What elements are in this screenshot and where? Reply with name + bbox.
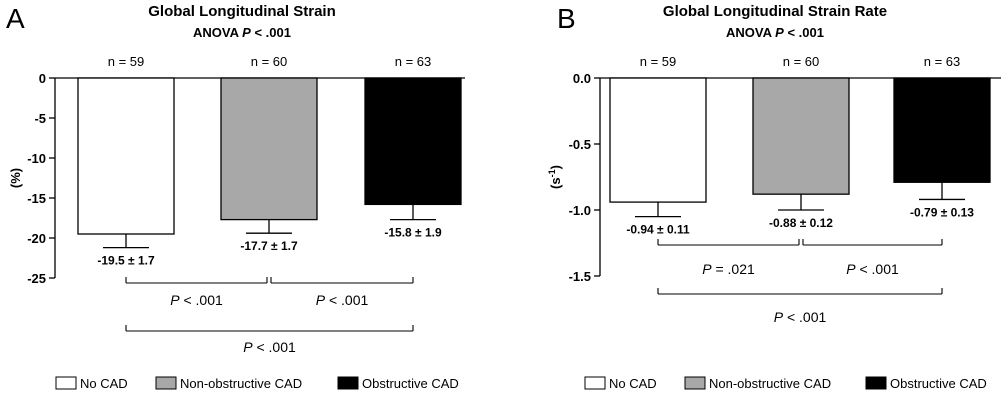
p-value-label: P < .001 xyxy=(846,261,899,277)
chart-subtitle: ANOVA P < .001 xyxy=(193,25,291,40)
comparison-bracket: P = .021 xyxy=(657,239,800,277)
comparison-bracket: P < .001 xyxy=(125,325,414,355)
n-label: n = 63 xyxy=(924,54,961,69)
data-label: -19.5 ± 1.7 xyxy=(97,254,155,268)
comparison-bracket: P < .001 xyxy=(657,288,943,325)
panel-letter: A xyxy=(6,3,25,34)
n-label: n = 59 xyxy=(640,54,677,69)
bar-2 xyxy=(220,77,318,221)
chart-title: Global Longitudinal Strain Rate xyxy=(663,3,887,20)
chart-subtitle: ANOVA P < .001 xyxy=(726,25,824,40)
bar-3 xyxy=(893,77,991,183)
data-label: -15.8 ± 1.9 xyxy=(384,226,442,240)
p-value-label: P < .001 xyxy=(170,292,223,308)
y-tick-label: -15 xyxy=(27,191,46,206)
legend-a: No CAD Non-obstructive CAD Obstructive CAD xyxy=(55,376,459,391)
panel-a: A Global Longitudinal Strain ANOVA P < .00… xyxy=(6,3,465,355)
legend-label: Non-obstructive CAD xyxy=(709,376,831,391)
y-tick-label: -0.5 xyxy=(569,137,591,152)
p-value-label: P < .001 xyxy=(316,292,369,308)
legend-item: Obstructive CAD xyxy=(337,376,459,391)
legend-item: Non-obstructive CAD xyxy=(155,376,302,391)
bar-2 xyxy=(752,77,850,195)
legend-label: Obstructive CAD xyxy=(362,376,459,391)
bar-1 xyxy=(609,77,707,203)
p-value-label: P < .001 xyxy=(243,339,296,355)
legend-swatch xyxy=(865,376,887,390)
n-label: n = 59 xyxy=(108,54,145,69)
data-label: -0.94 ± 0.11 xyxy=(626,223,690,237)
p-value-label: P = .021 xyxy=(702,261,755,277)
bar-3 xyxy=(364,77,462,206)
legend-item: No CAD xyxy=(55,376,128,391)
y-tick-label: -10 xyxy=(27,151,46,166)
legend-swatch xyxy=(155,376,177,390)
legend-swatch xyxy=(55,376,77,390)
data-label: -0.88 ± 0.12 xyxy=(769,216,833,230)
n-label: n = 60 xyxy=(783,54,820,69)
legend-label: No CAD xyxy=(609,376,657,391)
panel-letter: B xyxy=(557,3,576,34)
y-tick-label: 0.0 xyxy=(573,71,591,86)
legend-item: Obstructive CAD xyxy=(865,376,987,391)
n-label: n = 63 xyxy=(395,54,432,69)
legend-swatch xyxy=(584,376,606,390)
comparison-bracket: P < .001 xyxy=(802,239,943,277)
y-tick-label: 0 xyxy=(39,71,46,86)
y-axis-label: (%) xyxy=(8,168,23,188)
legend-swatch xyxy=(684,376,706,390)
data-label: -0.79 ± 0.13 xyxy=(910,205,974,219)
legend-item: Non-obstructive CAD xyxy=(684,376,831,391)
comparison-bracket: P < .001 xyxy=(125,277,268,308)
legend-label: Obstructive CAD xyxy=(890,376,987,391)
legend-swatch xyxy=(337,376,359,390)
n-label: n = 60 xyxy=(251,54,288,69)
data-label: -17.7 ± 1.7 xyxy=(240,239,298,253)
legend-item: No CAD xyxy=(584,376,657,391)
panel-b: B Global Longitudinal Strain Rate ANOVA P … xyxy=(547,3,1001,325)
y-tick-label: -1.5 xyxy=(569,269,591,284)
chart-title: Global Longitudinal Strain xyxy=(148,3,336,20)
y-tick-label: -20 xyxy=(27,231,46,246)
p-value-label: P < .001 xyxy=(774,309,827,325)
bar-1 xyxy=(77,77,175,235)
y-tick-label: -5 xyxy=(34,111,46,126)
y-axis-label: (s-1) xyxy=(547,165,563,189)
y-tick-label: -1.0 xyxy=(569,203,591,218)
legend-label: No CAD xyxy=(80,376,128,391)
legend-label: Non-obstructive CAD xyxy=(180,376,302,391)
y-tick-label: -25 xyxy=(27,271,46,286)
legend-b: No CAD Non-obstructive CAD Obstructive CAD xyxy=(584,376,987,391)
comparison-bracket: P < .001 xyxy=(270,277,414,308)
